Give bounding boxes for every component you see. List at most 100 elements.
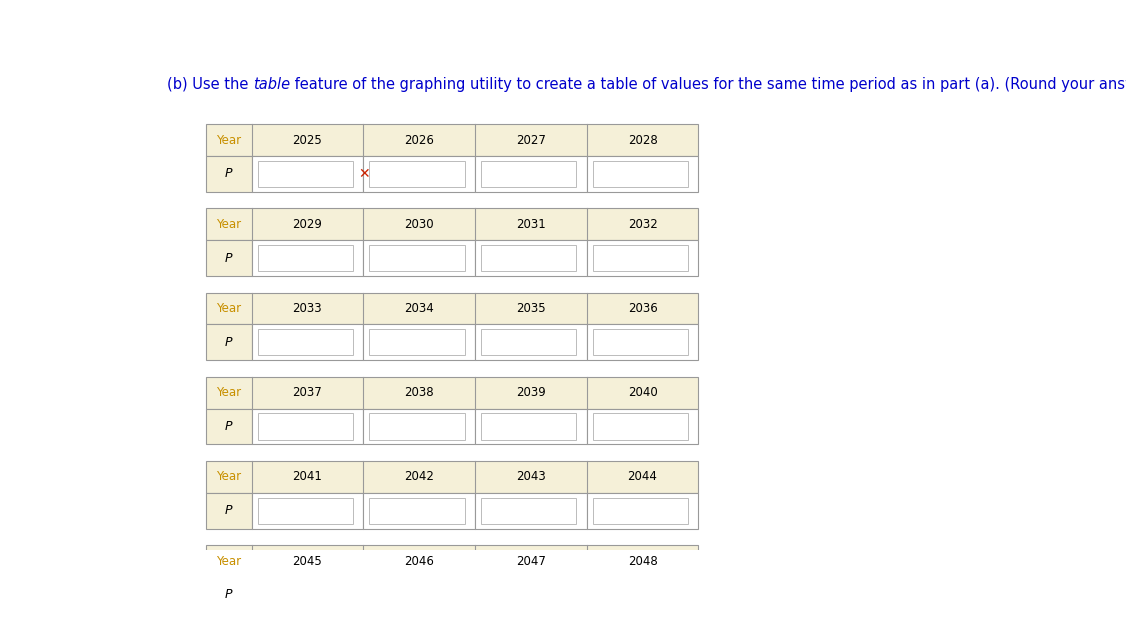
FancyBboxPatch shape <box>587 240 698 276</box>
FancyBboxPatch shape <box>475 408 587 444</box>
FancyBboxPatch shape <box>475 156 587 192</box>
FancyBboxPatch shape <box>206 408 251 444</box>
FancyBboxPatch shape <box>475 493 587 528</box>
FancyBboxPatch shape <box>369 497 465 524</box>
Text: Year: Year <box>216 218 241 231</box>
Text: ✕: ✕ <box>358 167 369 181</box>
Text: 2040: 2040 <box>627 386 658 399</box>
Text: 2026: 2026 <box>404 133 434 146</box>
FancyBboxPatch shape <box>587 324 698 360</box>
Text: (b) Use the: (b) Use the <box>167 77 253 91</box>
FancyBboxPatch shape <box>475 324 587 360</box>
FancyBboxPatch shape <box>206 124 698 156</box>
FancyBboxPatch shape <box>251 156 364 192</box>
Text: P: P <box>225 252 233 265</box>
FancyBboxPatch shape <box>258 329 352 355</box>
FancyBboxPatch shape <box>364 577 475 613</box>
Text: 2045: 2045 <box>293 555 322 568</box>
Text: 2029: 2029 <box>293 218 322 231</box>
FancyBboxPatch shape <box>592 329 688 355</box>
FancyBboxPatch shape <box>364 156 475 192</box>
FancyBboxPatch shape <box>481 413 577 439</box>
FancyBboxPatch shape <box>592 161 688 187</box>
FancyBboxPatch shape <box>369 329 465 355</box>
FancyBboxPatch shape <box>206 156 251 192</box>
FancyBboxPatch shape <box>206 493 251 528</box>
FancyBboxPatch shape <box>258 245 352 271</box>
FancyBboxPatch shape <box>481 582 577 608</box>
Text: P: P <box>225 336 233 349</box>
Text: Year: Year <box>216 470 241 483</box>
Text: 2043: 2043 <box>516 470 546 483</box>
Text: 2036: 2036 <box>627 302 658 315</box>
Text: 2047: 2047 <box>516 555 546 568</box>
FancyBboxPatch shape <box>258 582 352 608</box>
Text: 2044: 2044 <box>627 470 658 483</box>
Text: P: P <box>225 420 233 433</box>
FancyBboxPatch shape <box>364 408 475 444</box>
FancyBboxPatch shape <box>369 413 465 439</box>
FancyBboxPatch shape <box>481 245 577 271</box>
Text: 2025: 2025 <box>293 133 322 146</box>
Text: 2048: 2048 <box>627 555 658 568</box>
FancyBboxPatch shape <box>251 240 364 276</box>
Text: 2038: 2038 <box>404 386 434 399</box>
Text: 2033: 2033 <box>293 302 322 315</box>
Text: 2042: 2042 <box>404 470 434 483</box>
FancyBboxPatch shape <box>364 324 475 360</box>
Text: 2039: 2039 <box>516 386 546 399</box>
Text: P: P <box>225 588 233 601</box>
Text: Year: Year <box>216 555 241 568</box>
Text: 2032: 2032 <box>627 218 658 231</box>
Text: Year: Year <box>216 302 241 315</box>
FancyBboxPatch shape <box>475 240 587 276</box>
FancyBboxPatch shape <box>251 324 364 360</box>
FancyBboxPatch shape <box>592 497 688 524</box>
Text: 2046: 2046 <box>404 555 434 568</box>
Text: feature of the graphing utility to create a table of values for the same time pe: feature of the graphing utility to creat… <box>291 77 1126 91</box>
Text: 2034: 2034 <box>404 302 434 315</box>
Text: P: P <box>225 504 233 517</box>
FancyBboxPatch shape <box>592 245 688 271</box>
FancyBboxPatch shape <box>587 156 698 192</box>
FancyBboxPatch shape <box>206 461 698 493</box>
Text: Year: Year <box>216 386 241 399</box>
FancyBboxPatch shape <box>251 577 364 613</box>
FancyBboxPatch shape <box>587 408 698 444</box>
FancyBboxPatch shape <box>481 329 577 355</box>
FancyBboxPatch shape <box>206 240 251 276</box>
FancyBboxPatch shape <box>251 493 364 528</box>
Text: table: table <box>253 77 291 91</box>
FancyBboxPatch shape <box>475 577 587 613</box>
FancyBboxPatch shape <box>206 208 698 240</box>
FancyBboxPatch shape <box>251 408 364 444</box>
FancyBboxPatch shape <box>369 161 465 187</box>
FancyBboxPatch shape <box>592 582 688 608</box>
FancyBboxPatch shape <box>258 497 352 524</box>
FancyBboxPatch shape <box>481 161 577 187</box>
FancyBboxPatch shape <box>206 577 251 613</box>
FancyBboxPatch shape <box>258 161 352 187</box>
Text: 2031: 2031 <box>516 218 546 231</box>
FancyBboxPatch shape <box>592 413 688 439</box>
FancyBboxPatch shape <box>206 545 698 577</box>
Text: 2030: 2030 <box>404 218 434 231</box>
FancyBboxPatch shape <box>206 292 698 324</box>
Text: P: P <box>225 167 233 180</box>
FancyBboxPatch shape <box>481 497 577 524</box>
FancyBboxPatch shape <box>587 577 698 613</box>
FancyBboxPatch shape <box>587 493 698 528</box>
Text: 2027: 2027 <box>516 133 546 146</box>
FancyBboxPatch shape <box>258 413 352 439</box>
FancyBboxPatch shape <box>206 377 698 408</box>
FancyBboxPatch shape <box>369 245 465 271</box>
Text: 2035: 2035 <box>516 302 546 315</box>
Text: 2028: 2028 <box>627 133 658 146</box>
Text: Year: Year <box>216 133 241 146</box>
FancyBboxPatch shape <box>206 324 251 360</box>
Text: 2041: 2041 <box>293 470 322 483</box>
FancyBboxPatch shape <box>364 240 475 276</box>
FancyBboxPatch shape <box>369 582 465 608</box>
FancyBboxPatch shape <box>364 493 475 528</box>
Text: 2037: 2037 <box>293 386 322 399</box>
